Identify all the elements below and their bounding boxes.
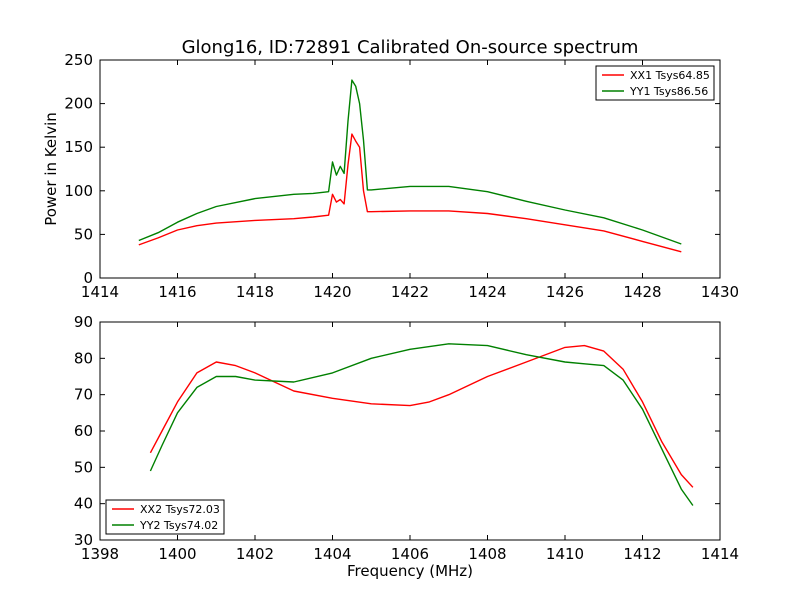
chart-title: Glong16, ID:72891 Calibrated On-source s… (182, 37, 639, 58)
legend: XX1 Tsys64.85 YY1 Tsys86.56 (595, 65, 715, 101)
y-tick-label: 40 (74, 495, 93, 513)
series-line-0-1 (138, 79, 682, 245)
x-tick-label: 1426 (546, 283, 584, 301)
x-tick-label: 1422 (391, 283, 429, 301)
x-tick-label: 1404 (313, 545, 351, 563)
x-tick-label: 1424 (468, 283, 506, 301)
y-tick-label: 90 (74, 313, 93, 331)
legend-entry: YY2 Tsys74.02 (139, 519, 218, 532)
y-tick-label: 30 (74, 531, 93, 549)
x-axis-label: Frequency (MHz) (347, 562, 473, 580)
y-tick-label: 70 (74, 386, 93, 404)
y-tick-label: 60 (74, 422, 93, 440)
x-tick-label: 1428 (623, 283, 661, 301)
x-tick-label: 1420 (313, 283, 351, 301)
series-line-1-1 (149, 343, 694, 506)
bottom-spectrum-panel: 1398 1400 1402 1404 1406 1408 1410 1412 1414 30 40… (74, 313, 739, 580)
legend-box (595, 65, 715, 101)
x-tick-label: 1402 (236, 545, 274, 563)
y-tick-label: 150 (64, 138, 93, 156)
legend: XX2 Tsys72.03 YY2 Tsys74.02 (105, 499, 225, 535)
x-tick-label: 1406 (391, 545, 429, 563)
series-line-0-0 (138, 133, 682, 253)
y-tick-label: 80 (74, 349, 93, 367)
y-tick-label: 250 (64, 51, 93, 69)
y-tick-label: 50 (74, 458, 93, 476)
y-tick-label: 200 (64, 95, 93, 113)
legend-entry: YY1 Tsys86.56 (629, 85, 708, 98)
x-tick-label: 1400 (158, 545, 196, 563)
series-line-1-0 (149, 344, 694, 488)
y-axis-label: Power in Kelvin (42, 112, 60, 226)
x-tick-label: 1418 (236, 283, 274, 301)
top-spectrum-panel: 1414 1416 1418 1420 1422 1424 1426 1428 1430 0 50 1… (42, 51, 739, 301)
legend-entry: XX2 Tsys72.03 (140, 503, 220, 516)
x-tick-label: 1398 (81, 545, 119, 563)
y-tick-label: 0 (83, 269, 93, 287)
x-tick-label: 1412 (623, 545, 661, 563)
x-tick-label: 1414 (701, 545, 739, 563)
y-tick-label: 50 (74, 225, 93, 243)
legend-entry: XX1 Tsys64.85 (630, 69, 710, 82)
x-tick-label: 1430 (701, 283, 739, 301)
x-tick-label: 1416 (158, 283, 196, 301)
x-tick-label: 1414 (81, 283, 119, 301)
x-tick-label: 1408 (468, 545, 506, 563)
legend-box (105, 499, 225, 535)
x-tick-label: 1410 (546, 545, 584, 563)
y-tick-label: 100 (64, 182, 93, 200)
